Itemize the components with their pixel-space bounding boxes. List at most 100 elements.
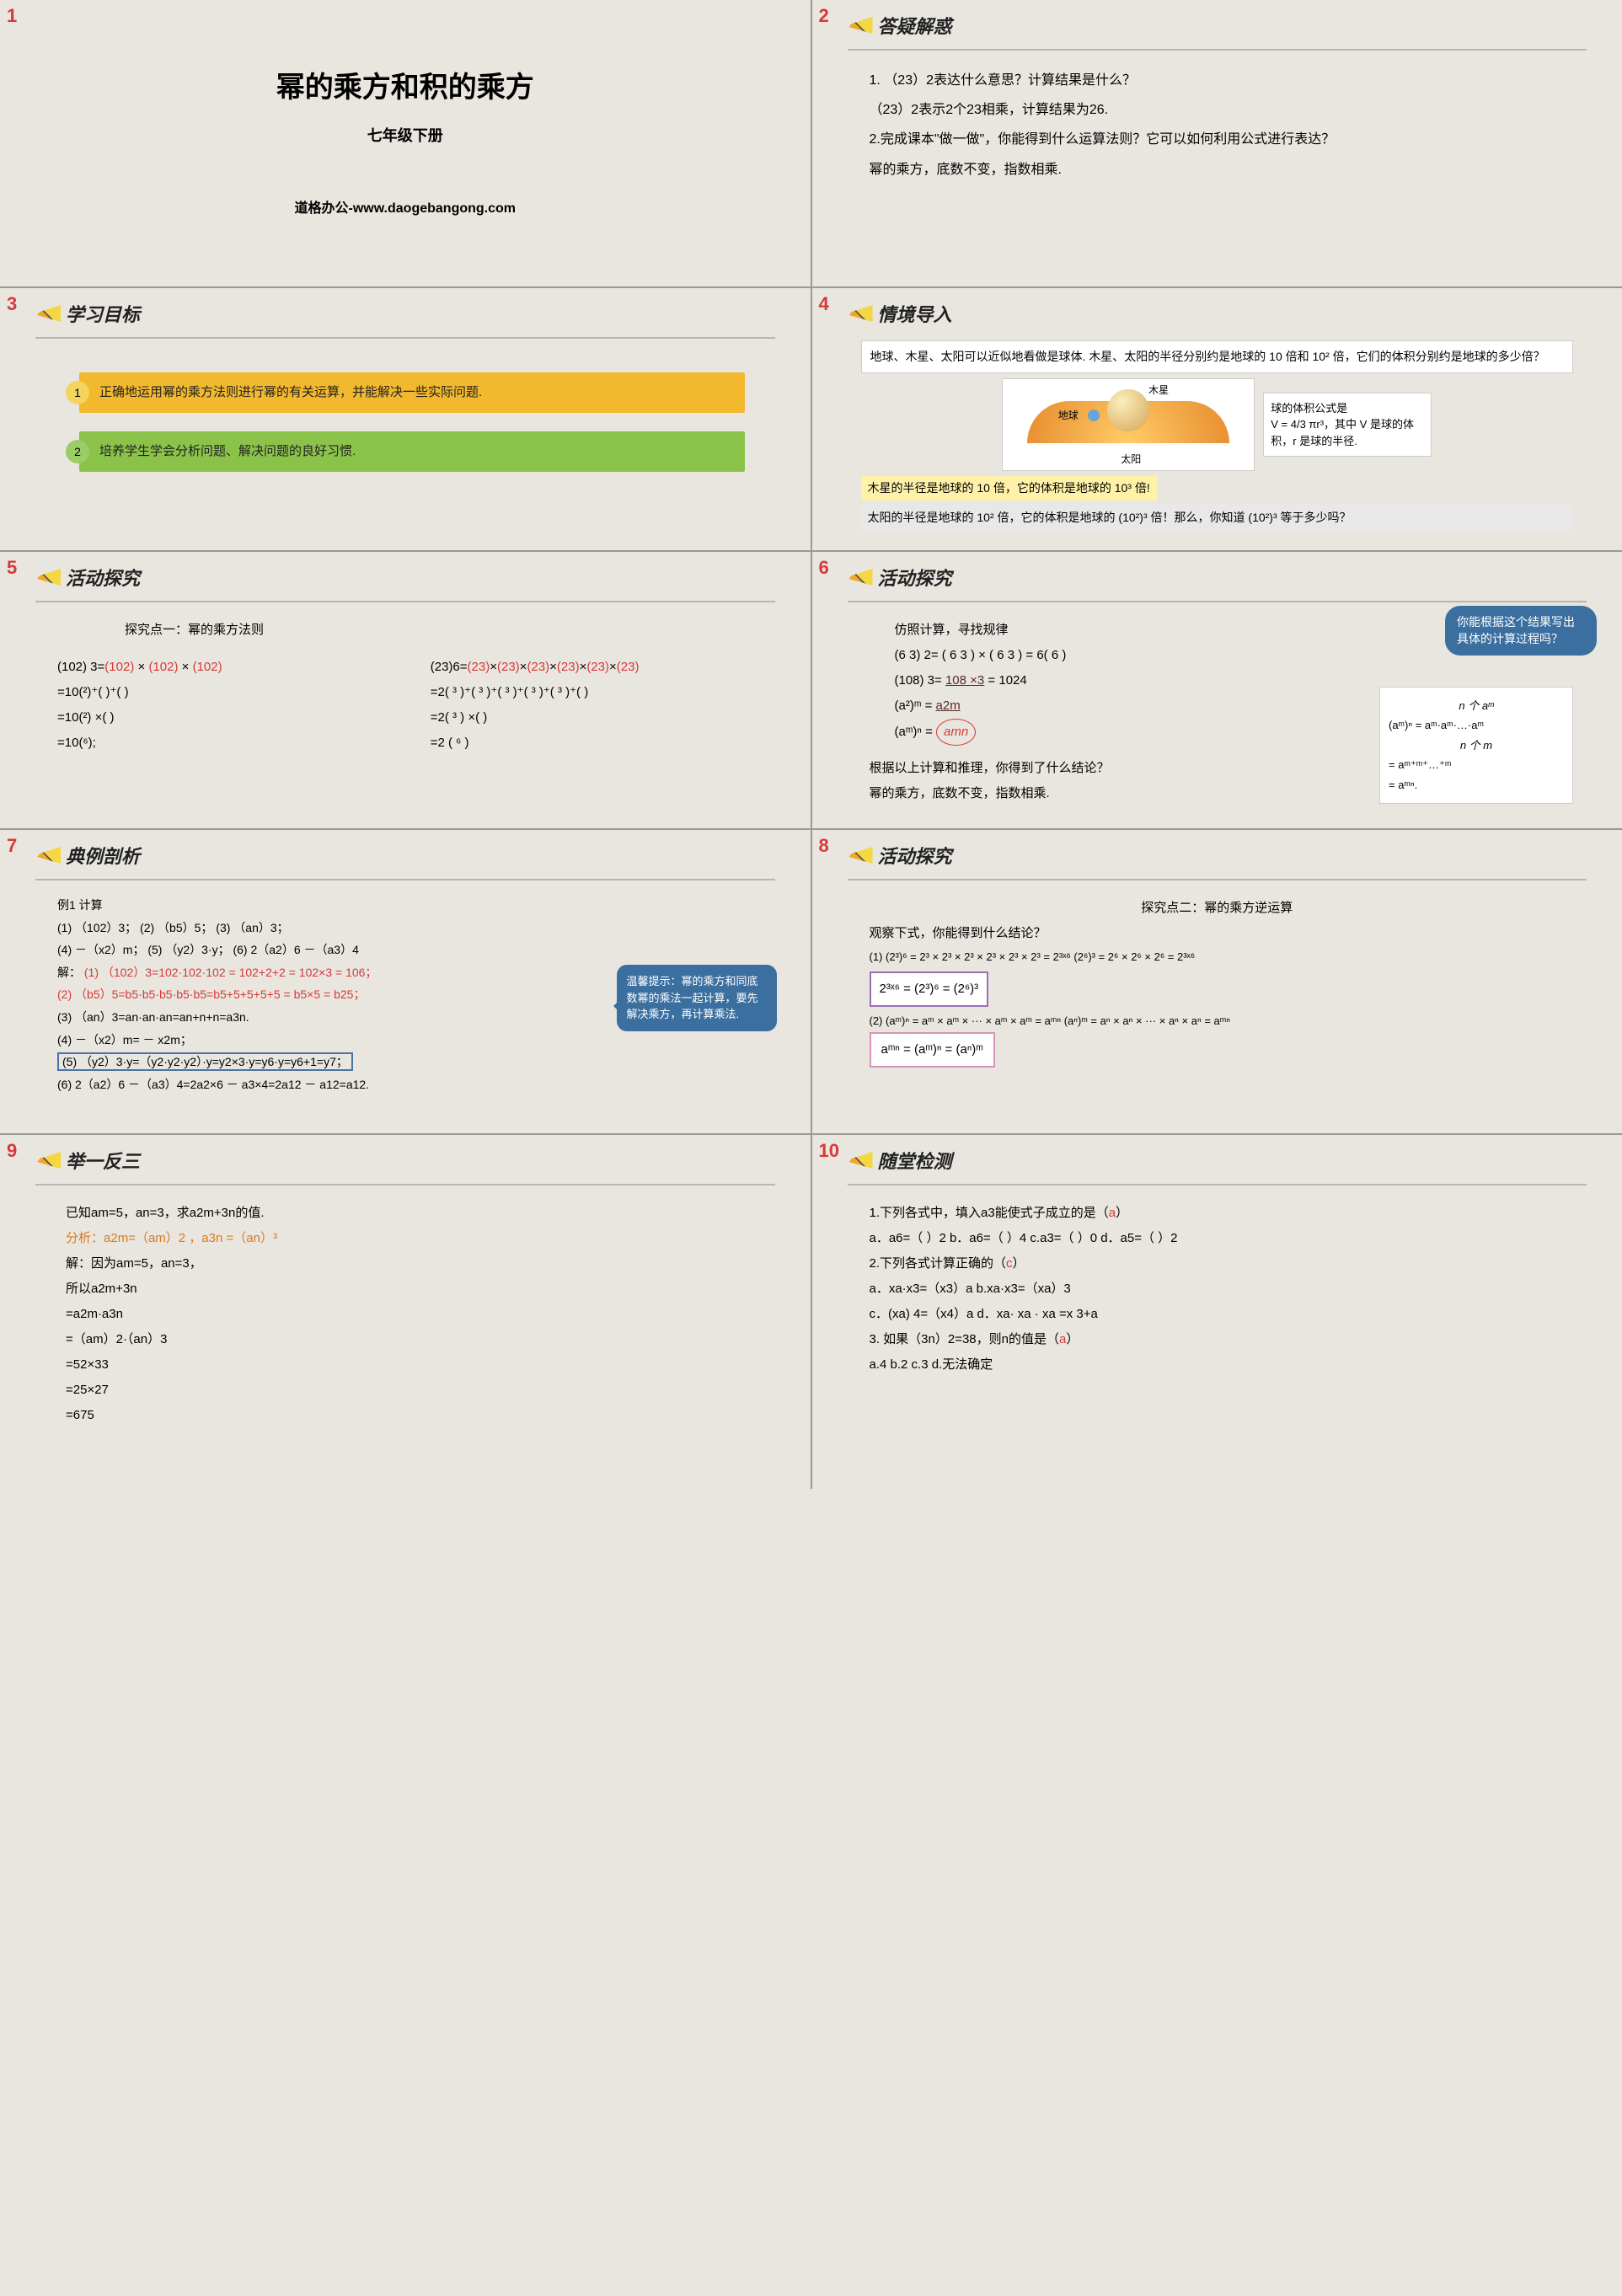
q3: 3. 如果（3n）2=38，则n的值是（ bbox=[870, 1332, 1060, 1346]
q2-opts-b: c．(xa) 4=（x4）a d．xa· xa · xa =x 3+a bbox=[870, 1302, 1566, 1327]
s4: (4) －（x2）m= － x2m； bbox=[57, 1029, 753, 1052]
formula-text: V = 4/3 πr³，其中 V 是球的体积，r 是球的半径. bbox=[1271, 416, 1424, 449]
row-2: (4) －（x2）m； (5) （y2）3·y； (6) 2（a2）6 －（a3… bbox=[57, 939, 753, 961]
section-title: 活动探究 bbox=[878, 564, 952, 591]
objective-2: 2 培养学生学会分析问题、解决问题的良好习惯. bbox=[66, 431, 745, 472]
slide-number: 3 bbox=[7, 293, 17, 315]
obj-num-1: 1 bbox=[66, 381, 89, 404]
divider bbox=[35, 601, 775, 602]
box-1: 2³ˣ⁶ = (2³)⁶ = (2⁶)³ bbox=[870, 971, 989, 1007]
slide-7: 7 典例剖析 例1 计算 (1) （102）3； (2) （b5）5； (3) … bbox=[0, 830, 811, 1133]
line-1: (1) (2³)⁶ = 2³ × 2³ × 2³ × 2³ × 2³ × 2³ … bbox=[870, 946, 1566, 968]
section-title: 举一反三 bbox=[66, 1147, 140, 1174]
slide-number: 2 bbox=[819, 5, 829, 27]
slide-number: 5 bbox=[7, 557, 17, 579]
main-title: 幂的乘方和积的乘方 bbox=[276, 64, 534, 105]
obj-text-2: 培养学生学会分析问题、解决问题的良好习惯. bbox=[79, 431, 745, 472]
s4: =（am）2·（an）3 bbox=[66, 1327, 745, 1352]
pencil-icon bbox=[849, 569, 873, 586]
a1: （23）2表示2个23相乘，计算结果为26. bbox=[870, 95, 1566, 125]
slide-3: 3 学习目标 1 正确地运用幂的乘方法则进行幂的有关运算，并能解决一些实际问题.… bbox=[0, 288, 811, 550]
problem: 已知am=5，an=3，求a2m+3n的值. bbox=[66, 1201, 745, 1226]
source-text: 道格办公-www.daogebangong.com bbox=[294, 196, 516, 217]
section-title: 典例剖析 bbox=[66, 842, 140, 869]
l3: =10(²) ×( ) bbox=[57, 705, 380, 731]
section-title: 答疑解惑 bbox=[878, 12, 952, 39]
label-jupiter: 木星 bbox=[1148, 383, 1169, 398]
sol-label: 解： bbox=[66, 1256, 91, 1271]
sub-heading: 探究点二：幂的乘方逆运算 bbox=[870, 896, 1566, 921]
analysis: a2m=（am）2 ，a3n =（an）³ bbox=[104, 1231, 277, 1245]
label-earth: 地球 bbox=[1058, 408, 1079, 423]
line-2: (2) (aᵐ)ⁿ = aᵐ × aᵐ × ··· × aᵐ × aᵐ = aᵐ… bbox=[870, 1010, 1566, 1032]
slide-1: 1 幂的乘方和积的乘方 七年级下册 道格办公-www.daogebangong.… bbox=[0, 0, 811, 286]
s3: =a2m·a3n bbox=[66, 1302, 745, 1327]
slide-5: 5 活动探究 探究点一：幂的乘方法则 (102) 3=(102) × (102)… bbox=[0, 552, 811, 828]
l4: =2 ( ⁶ ) bbox=[431, 731, 753, 756]
l2: =2( ³ )⁺( ³ )⁺( ³ )⁺( ³ )⁺( ³ )⁺( ) bbox=[431, 680, 753, 705]
q2-ans: c bbox=[1006, 1256, 1013, 1271]
subtitle: 七年级下册 bbox=[367, 124, 443, 146]
q2-opts-a: a．xa·x3=（x3）a b.xa·x3=（xa）3 bbox=[870, 1276, 1566, 1302]
slide-number: 1 bbox=[7, 5, 17, 27]
pencil-icon bbox=[849, 17, 873, 34]
slide-number: 8 bbox=[819, 835, 829, 857]
s1: 因为am=5，an=3， bbox=[91, 1256, 202, 1271]
pencil-icon bbox=[37, 1152, 61, 1169]
objective-1: 1 正确地运用幂的乘方法则进行幂的有关运算，并能解决一些实际问题. bbox=[66, 372, 745, 413]
box-2: aᵐⁿ = (aᵐ)ⁿ = (aⁿ)ᵐ bbox=[870, 1032, 995, 1068]
s5: (5) （y2）3·y=（y2·y2·y2）·y=y2×3·y=y6·y=y6+… bbox=[57, 1052, 353, 1071]
section-title: 随堂检测 bbox=[878, 1147, 952, 1174]
l2: =10(²)⁺( )⁺( ) bbox=[57, 680, 380, 705]
q2: 2.下列各式计算正确的（ bbox=[870, 1256, 1007, 1271]
slide-6: 6 活动探究 你能根据这个结果写出具体的计算过程吗？ 仿照计算，寻找规律 (6 … bbox=[812, 552, 1622, 828]
slide-2: 2 答疑解惑 1. （23）2表达什么意思？计算结果是什么？ （23）2表示2个… bbox=[812, 0, 1622, 286]
divider bbox=[35, 879, 775, 880]
q1: 1.下列各式中，填入a3能使式子成立的是（ bbox=[870, 1206, 1109, 1220]
label-sun: 太阳 bbox=[1121, 452, 1141, 467]
a2: 幂的乘方，底数不变，指数相乘. bbox=[870, 155, 1566, 185]
slide-10: 10 随堂检测 1.下列各式中，填入a3能使式子成立的是（a） a．a6=（ ）… bbox=[812, 1135, 1622, 1489]
divider bbox=[35, 337, 775, 339]
row-1: (1) （102）3； (2) （b5）5； (3) （an）3； bbox=[57, 917, 753, 939]
divider bbox=[848, 49, 1587, 51]
divider bbox=[848, 1184, 1587, 1185]
s2: 所以a2m+3n bbox=[66, 1276, 745, 1302]
planet-diagram: 木星 地球 太阳 bbox=[1002, 378, 1255, 471]
formula-label: 球的体积公式是 bbox=[1271, 400, 1424, 417]
s7: =675 bbox=[66, 1403, 745, 1428]
derivation-box: n 个 aᵐ (aᵐ)ⁿ = aᵐ·aᵐ·…·aᵐ n 个 m = aᵐ⁺ᵐ⁺…… bbox=[1379, 687, 1573, 804]
q1-ans: a bbox=[1109, 1206, 1116, 1220]
pencil-icon bbox=[849, 847, 873, 864]
divider bbox=[848, 879, 1587, 880]
col-1: (102) 3=(102) × (102) × (102) =10(²)⁺( )… bbox=[57, 655, 380, 756]
highlight-text: 木星的半径是地球的 10 倍，它的体积是地球的 10³ 倍! bbox=[861, 476, 1157, 500]
slide-8: 8 活动探究 探究点二：幂的乘方逆运算 观察下式，你能得到什么结论？ (1) (… bbox=[812, 830, 1622, 1133]
question: 观察下式，你能得到什么结论？ bbox=[870, 921, 1566, 946]
example-label: 例1 计算 bbox=[57, 894, 753, 917]
slide-number: 6 bbox=[819, 557, 829, 579]
divider bbox=[35, 1184, 775, 1185]
s6: (6) 2（a2）6 －（a3）4=2a2×6 － a3×4=2a12 － a1… bbox=[57, 1073, 753, 1096]
formula-box: 球的体积公式是 V = 4/3 πr³，其中 V 是球的体积，r 是球的半径. bbox=[1263, 393, 1432, 458]
obj-text-1: 正确地运用幂的乘方法则进行幂的有关运算，并能解决一些实际问题. bbox=[79, 372, 745, 413]
sub-heading: 探究点一：幂的乘方法则 bbox=[125, 618, 753, 643]
tip-callout: 温馨提示：幂的乘方和同底数幂的乘法一起计算，要先解决乘方，再计算乘法. bbox=[617, 965, 777, 1031]
slide-number: 10 bbox=[819, 1140, 839, 1162]
pencil-icon bbox=[849, 305, 873, 322]
section-title: 学习目标 bbox=[66, 300, 140, 327]
s6: =25×27 bbox=[66, 1378, 745, 1403]
l4: =10(⁶); bbox=[57, 731, 380, 756]
pencil-icon bbox=[37, 569, 61, 586]
q1: 1. （23）2表达什么意思？计算结果是什么？ bbox=[870, 66, 1566, 95]
intro-text: 地球、木星、太阳可以近似地看做是球体. 木星、太阳的半径分别约是地球的 10 倍… bbox=[861, 340, 1574, 373]
analysis-label: 分析： bbox=[66, 1231, 104, 1245]
q1-opts: a．a6=（ ）2 b．a6=（ ）4 c.a3=（ ）0 d．a5=（ ）2 bbox=[870, 1226, 1566, 1251]
question-bar: 太阳的半径是地球的 10² 倍，它的体积是地球的 (10²)³ 倍！那么，你知道… bbox=[861, 504, 1574, 532]
jupiter-shape bbox=[1107, 389, 1149, 431]
pencil-icon bbox=[37, 847, 61, 864]
section-title: 情境导入 bbox=[878, 300, 952, 327]
sol-label: 解： bbox=[57, 966, 81, 979]
slide-number: 4 bbox=[819, 293, 829, 315]
slide-4: 4 情境导入 地球、木星、太阳可以近似地看做是球体. 木星、太阳的半径分别约是地… bbox=[812, 288, 1622, 550]
